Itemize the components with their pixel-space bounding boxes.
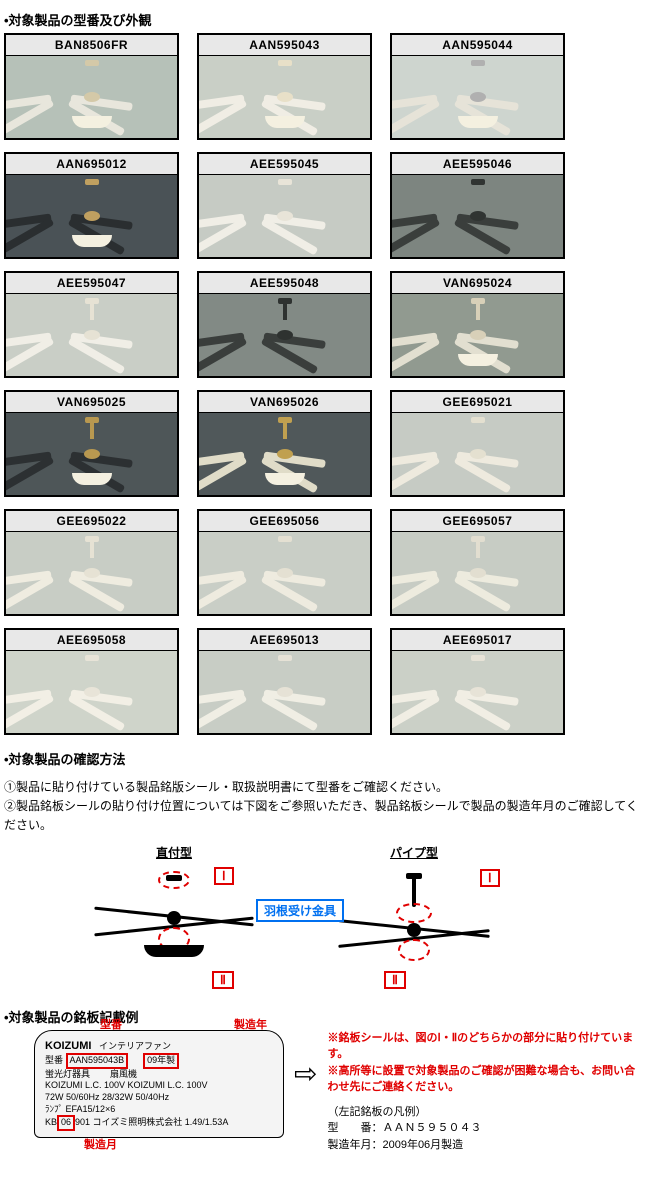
- product-cell: VAN695026: [197, 390, 372, 497]
- plate-row1: 蛍光灯器具: [45, 1069, 90, 1079]
- plate-row4a: ﾗﾝﾌﾟ EFA15/12×6: [45, 1104, 115, 1114]
- product-cell: AEE595045: [197, 152, 372, 259]
- product-model: GEE695022: [6, 511, 177, 532]
- product-cell: AEE595047: [4, 271, 179, 378]
- plate-row4b-prefix: KB: [45, 1117, 57, 1127]
- label-plate: KOIZUMI インテリアファン 型番 AAN595043B 09年製 蛍光灯器…: [34, 1030, 284, 1138]
- product-grid: BAN8506FR AAN595043 AAN595044 AAN695012 AEE5…: [4, 33, 646, 735]
- legend-title: （左記銘板の凡例）: [327, 1104, 646, 1121]
- note-red-2: ※高所等に設置で対象製品のご確認が困難な場合も、お問い合わせ先にご連絡ください。: [327, 1063, 646, 1096]
- plate-model-value: AAN595043B: [66, 1053, 129, 1069]
- product-cell: AEE595048: [197, 271, 372, 378]
- product-cell: AAN595044: [390, 33, 565, 140]
- marker-ii-pipe: Ⅱ: [384, 971, 406, 989]
- label-example-row: 型番 製造年 KOIZUMI インテリアファン 型番 AAN595043B 09…: [4, 1030, 646, 1154]
- plate-row3: 72W 50/60Hz 28/32W 50/40Hz: [45, 1092, 169, 1102]
- arrow-icon: ⇨: [294, 1030, 317, 1088]
- product-cell: AEE595046: [390, 152, 565, 259]
- product-image: [199, 175, 370, 257]
- diagram-pipe-title: パイプ型: [314, 844, 514, 861]
- plate-year-value: 09年製: [143, 1053, 179, 1069]
- note-red-1: ※銘板シールは、図のⅠ・Ⅱのどちらかの部分に貼り付けています。: [327, 1030, 646, 1063]
- plate-model-label: 型番: [45, 1055, 63, 1065]
- plate-type: インテリアファン: [99, 1041, 171, 1051]
- product-image: [392, 651, 563, 733]
- method-line-2: ②製品銘板シールの貼り付け位置については下図をご参照いただき、製品銘板シールで製…: [4, 797, 646, 835]
- plate-row1b: 扇風機: [110, 1069, 137, 1079]
- product-cell: GEE695022: [4, 509, 179, 616]
- legend-date: 製造年月：2009年06月製造: [327, 1137, 646, 1154]
- plate-month-value: 06: [57, 1115, 75, 1131]
- product-cell: GEE695021: [390, 390, 565, 497]
- product-model: VAN695026: [199, 392, 370, 413]
- product-image: [6, 175, 177, 257]
- product-image: [392, 532, 563, 614]
- product-image: [6, 294, 177, 376]
- marker-i-direct: Ⅰ: [214, 867, 234, 885]
- callout-month: 製造月: [84, 1136, 117, 1152]
- product-image: [392, 294, 563, 376]
- product-model: BAN8506FR: [6, 35, 177, 56]
- product-image: [199, 413, 370, 495]
- product-image: [199, 651, 370, 733]
- method-heading: •対象製品の確認方法: [4, 749, 646, 768]
- product-model: GEE695056: [199, 511, 370, 532]
- product-cell: AEE695017: [390, 628, 565, 735]
- method-instructions: ①製品に貼り付けている製品銘版シール・取扱説明書にて型番をご確認ください。 ②製…: [4, 778, 646, 836]
- bracket-label: 羽根受け金具: [256, 899, 344, 922]
- plate-brand: KOIZUMI: [45, 1040, 91, 1052]
- product-cell: AEE695058: [4, 628, 179, 735]
- product-image: [6, 413, 177, 495]
- product-model: AAN595044: [392, 35, 563, 56]
- product-image: [6, 651, 177, 733]
- product-cell: GEE695056: [197, 509, 372, 616]
- product-cell: AEE695013: [197, 628, 372, 735]
- product-cell: AAN695012: [4, 152, 179, 259]
- product-model: AEE695017: [392, 630, 563, 651]
- product-model: VAN695024: [392, 273, 563, 294]
- product-model: AAN695012: [6, 154, 177, 175]
- product-cell: VAN695024: [390, 271, 565, 378]
- product-model: AEE695013: [199, 630, 370, 651]
- notes-block: ※銘板シールは、図のⅠ・Ⅱのどちらかの部分に貼り付けています。 ※高所等に設置で…: [327, 1030, 646, 1154]
- product-model: AEE595047: [6, 273, 177, 294]
- method-line-1: ①製品に貼り付けている製品銘版シール・取扱説明書にて型番をご確認ください。: [4, 778, 646, 797]
- product-model: VAN695025: [6, 392, 177, 413]
- product-image: [199, 294, 370, 376]
- product-model: GEE695057: [392, 511, 563, 532]
- product-cell: VAN695025: [4, 390, 179, 497]
- product-image: [392, 175, 563, 257]
- product-cell: BAN8506FR: [4, 33, 179, 140]
- plate-row2: KOIZUMI L.C. 100V KOIZUMI L.C. 100V: [45, 1080, 208, 1090]
- product-model: AEE595046: [392, 154, 563, 175]
- product-cell: GEE695057: [390, 509, 565, 616]
- product-model: AAN595043: [199, 35, 370, 56]
- product-cell: AAN595043: [197, 33, 372, 140]
- diagram-direct: 直付型 Ⅰ Ⅱ: [74, 844, 274, 997]
- product-image: [392, 56, 563, 138]
- product-image: [392, 413, 563, 495]
- diagram-direct-title: 直付型: [74, 844, 274, 861]
- marker-ii-direct: Ⅱ: [212, 971, 234, 989]
- product-image: [6, 532, 177, 614]
- legend-model: 型 番：ＡＡＮ５９５０４３: [327, 1120, 646, 1137]
- product-image: [199, 532, 370, 614]
- product-image: [6, 56, 177, 138]
- plate-row4b-suffix: 901 コイズミ照明株式会社 1.49/1.53A: [75, 1117, 228, 1127]
- products-heading: •対象製品の型番及び外観: [4, 10, 646, 29]
- product-model: GEE695021: [392, 392, 563, 413]
- marker-i-pipe: Ⅰ: [480, 869, 500, 887]
- product-model: AEE595045: [199, 154, 370, 175]
- product-model: AEE595048: [199, 273, 370, 294]
- product-image: [199, 56, 370, 138]
- product-model: AEE695058: [6, 630, 177, 651]
